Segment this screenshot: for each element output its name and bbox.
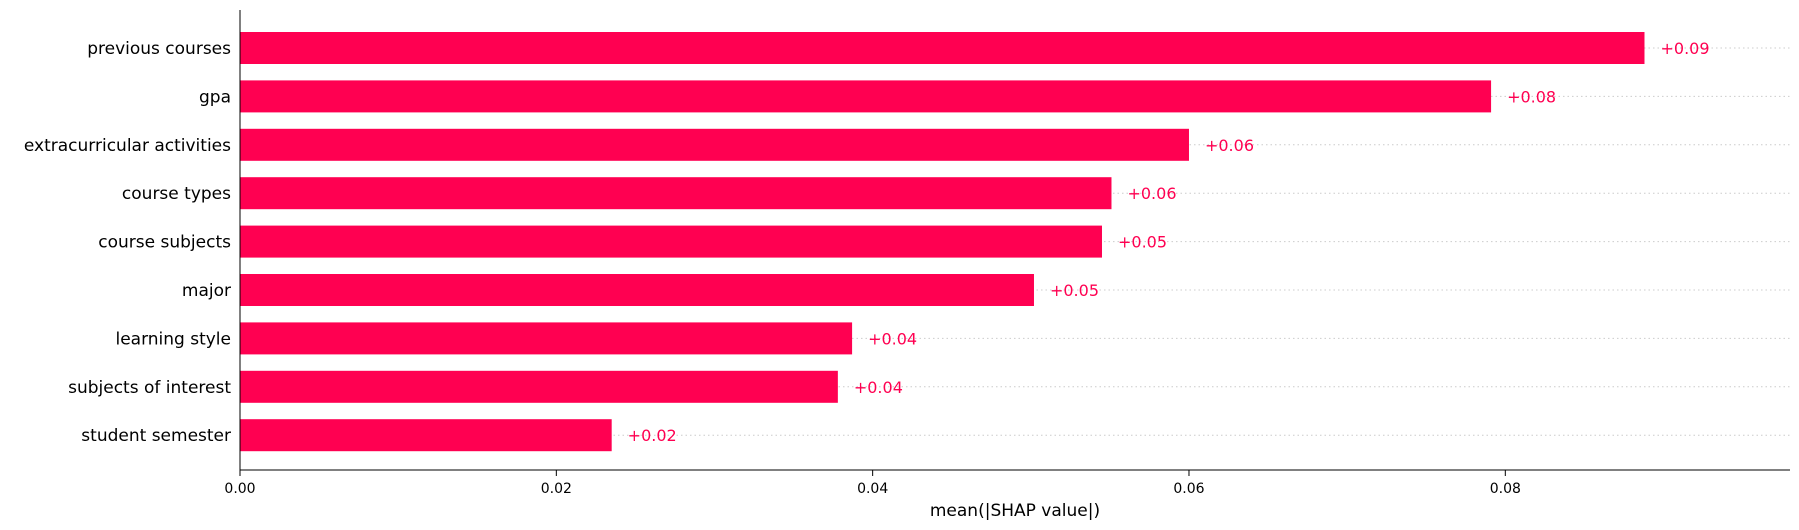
- bar: [240, 32, 1645, 64]
- y-tick-label: course subjects: [98, 233, 231, 253]
- y-tick-label: major: [182, 281, 231, 301]
- x-tick-label: 0.08: [1490, 481, 1521, 497]
- x-axis-title: mean(|SHAP value|): [930, 501, 1100, 521]
- x-tick-label: 0.04: [857, 481, 888, 497]
- bar-value-label: +0.04: [868, 329, 917, 348]
- x-tick-label: 0.06: [1173, 481, 1204, 497]
- y-tick-label: gpa: [199, 87, 231, 107]
- y-tick-label: previous courses: [87, 39, 231, 59]
- bar-value-label: +0.06: [1205, 136, 1254, 155]
- bar: [240, 80, 1492, 113]
- x-tick-label: 0.02: [541, 481, 572, 497]
- bar: [240, 274, 1034, 306]
- bar-value-label: +0.05: [1050, 281, 1099, 300]
- bar-value-label: +0.06: [1127, 184, 1176, 203]
- bar-value-label: +0.09: [1660, 39, 1709, 58]
- y-tick-label: student semester: [81, 426, 231, 446]
- bar: [240, 225, 1102, 258]
- y-axis-labels: previous courses gpa extracurricular activ…: [24, 39, 231, 446]
- y-tick-label: learning style: [115, 329, 231, 349]
- bar: [240, 370, 838, 403]
- bar: [240, 177, 1112, 210]
- y-tick-label: subjects of interest: [68, 378, 231, 398]
- bar: [240, 419, 612, 452]
- y-tick-label: course types: [122, 184, 231, 204]
- x-axis-ticks: 0.00 0.02 0.04 0.06 0.08: [224, 470, 1521, 497]
- y-tick-label: extracurricular activities: [24, 136, 231, 156]
- bar: [240, 128, 1189, 161]
- bars: [240, 32, 1645, 452]
- bar-value-label: +0.08: [1507, 87, 1556, 106]
- bar-value-label: +0.05: [1118, 233, 1167, 252]
- bar-value-label: +0.04: [854, 378, 903, 397]
- bar-value-label: +0.02: [628, 426, 677, 445]
- x-tick-label: 0.00: [224, 481, 255, 497]
- bar: [240, 322, 853, 355]
- value-labels: +0.09 +0.08 +0.06 +0.06 +0.05 +0.05 +0.04 +0.04…: [628, 39, 1710, 445]
